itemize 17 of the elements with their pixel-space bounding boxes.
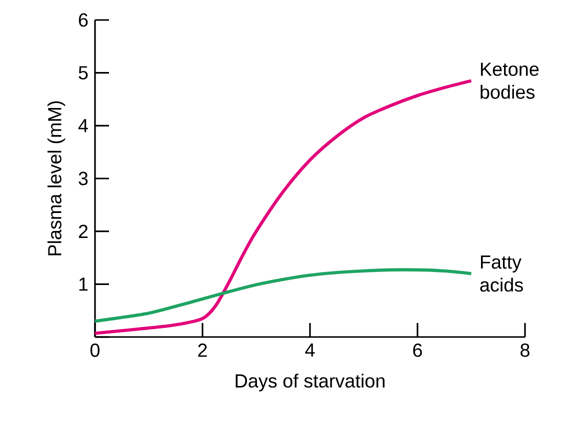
series-label: Ketone bodies bbox=[480, 62, 539, 99]
x-tick-label: 6 bbox=[413, 344, 422, 357]
x-tick-label: 8 bbox=[520, 344, 530, 357]
line-series bbox=[93, 268, 473, 323]
line-series bbox=[93, 79, 473, 335]
x-tick-label: 0 bbox=[90, 344, 100, 357]
y-axis-title: Plasma level (mM) bbox=[48, 101, 66, 256]
y-tick-label: 5 bbox=[78, 66, 88, 80]
series-label: Fatty acids bbox=[480, 256, 523, 292]
y-tick-label: 2 bbox=[78, 224, 88, 238]
y-tick-label: 4 bbox=[78, 119, 88, 132]
y-tick-label: 6 bbox=[78, 13, 88, 27]
x-axis-title: Days of starvation bbox=[236, 374, 384, 392]
x-tick-label: 2 bbox=[198, 344, 207, 357]
y-tick-label: 1 bbox=[79, 278, 88, 291]
y-tick-label: 3 bbox=[78, 172, 88, 186]
x-tick-label: 4 bbox=[305, 344, 315, 357]
